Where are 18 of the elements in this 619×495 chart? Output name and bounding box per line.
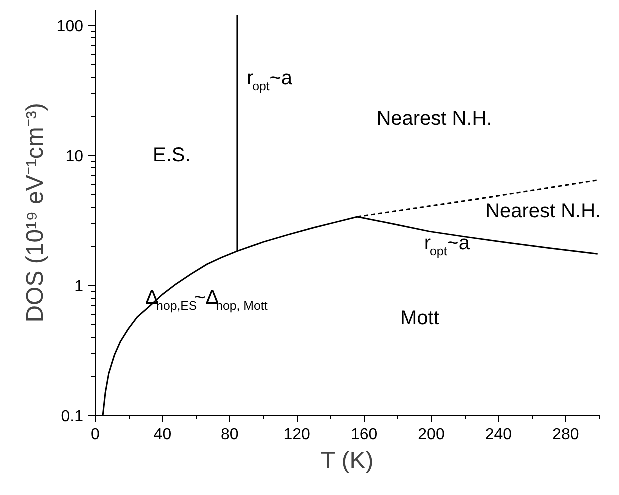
x-tick-label: 120	[284, 426, 311, 444]
y-axis-title: DOS (10¹⁹ eV⁻¹cm⁻³)	[22, 103, 49, 323]
y-tick-label: 10	[66, 148, 84, 166]
x-tick-label: 0	[91, 426, 100, 444]
x-tick-label: 40	[154, 426, 172, 444]
x-tick-label: 240	[485, 426, 512, 444]
x-axis-title: T (K)	[320, 448, 374, 474]
y-tick-label: 100	[56, 18, 84, 36]
x-tick-label: 160	[350, 426, 378, 444]
annotation: Nearest N.H.	[486, 200, 602, 222]
x-tick-label: 80	[221, 426, 239, 444]
y-tick-label: 1	[74, 278, 84, 296]
y-tick-label: 0.1	[61, 408, 84, 426]
x-tick-label: 200	[418, 426, 445, 444]
annotation: Nearest N.H.	[376, 108, 492, 130]
annotation: Mott	[400, 307, 440, 330]
annotation: E.S.	[152, 144, 191, 166]
x-tick-label: 280	[552, 426, 580, 444]
